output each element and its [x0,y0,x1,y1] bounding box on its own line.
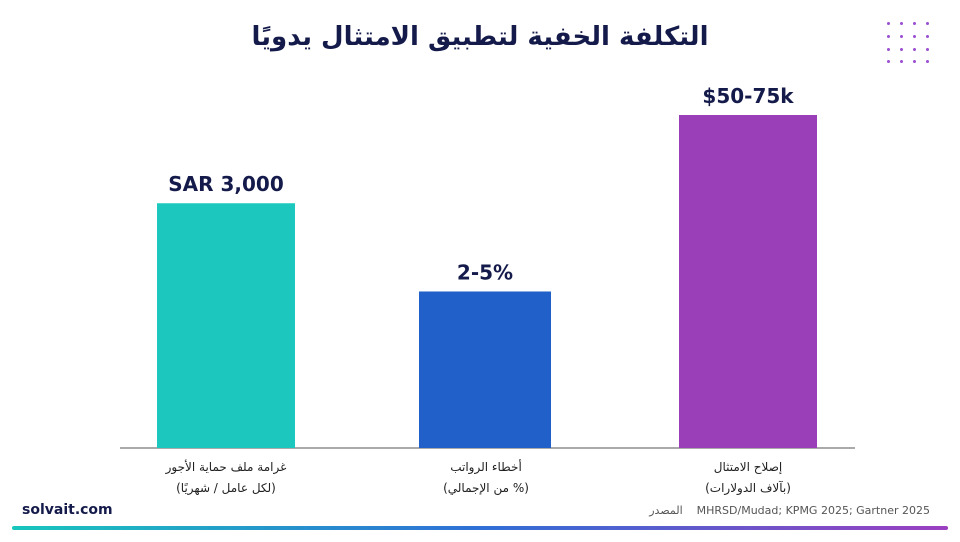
source-text: MHRSD/Mudad; KPMG 2025; Gartner 2025 [696,504,930,517]
source-label: المصدر [649,504,683,517]
data-label-0: SAR 3,000 [168,172,284,196]
decorative-dots-icon [887,22,931,66]
category-label-2: إصلاح الامتثال (بآلاف الدولارات) [638,457,858,499]
accent-bar [12,526,948,530]
bar-1 [419,291,551,448]
bar-0 [157,203,295,448]
brand-link[interactable]: solvait.com [22,502,113,518]
category-label-1: أخطاء الرواتب (% من الإجمالي) [376,457,596,499]
source-note: المصدر MHRSD/Mudad; KPMG 2025; Gartner 20… [649,504,930,517]
chart-title: التكلفة الخفية لتطبيق الامتثال يدويًا [251,22,709,52]
category-label-0-line1: غرامة ملف حماية الأجور [165,460,287,474]
data-label-2: $50-75k [702,84,794,108]
data-label-1: 2-5% [457,260,513,284]
category-label-0-line2: (لكل عامل / شهريًا) [176,481,276,495]
category-label-1-line2: (% من الإجمالي) [443,481,529,495]
category-label-0: غرامة ملف حماية الأجور (لكل عامل / شهريً… [116,457,336,499]
category-label-2-line2: (بآلاف الدولارات) [705,481,791,495]
category-label-2-line1: إصلاح الامتثال [713,460,783,474]
bar-2 [679,115,817,448]
category-label-1-line1: أخطاء الرواتب [450,460,522,474]
